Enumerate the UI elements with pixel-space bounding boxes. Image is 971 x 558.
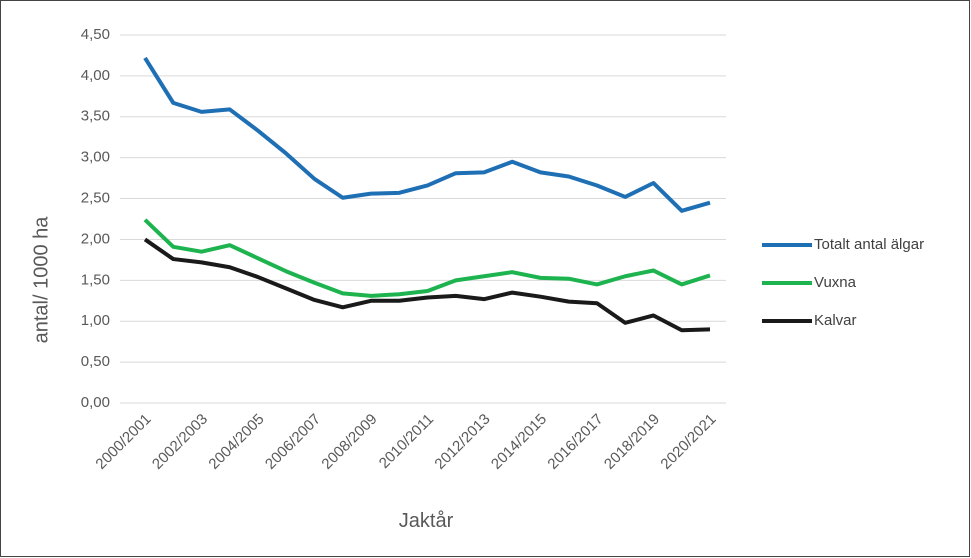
y-tick-label: 1,00: [81, 312, 110, 329]
data-line: [143, 218, 711, 298]
y-tick-label: 4,50: [81, 26, 110, 43]
legend-label: Kalvar: [814, 312, 857, 329]
legend-label: Totalt antal älgar: [814, 236, 924, 253]
y-tick-label: 2,00: [81, 230, 110, 247]
y-tick-label: 3,50: [81, 108, 110, 125]
y-tick-label: 1,50: [81, 271, 110, 288]
legend-label: Vuxna: [814, 274, 857, 291]
data-line: [143, 56, 711, 213]
y-tick-label: 3,00: [81, 149, 110, 166]
y-tick-label: 0,00: [81, 394, 110, 411]
y-axis-title: antal/ 1000 ha: [30, 216, 52, 344]
data-line: [143, 237, 711, 333]
y-tick-label: 2,50: [81, 190, 110, 207]
x-axis-title: Jaktår: [399, 510, 454, 532]
y-tick-label: 0,50: [81, 353, 110, 370]
y-tick-label: 4,00: [81, 67, 110, 84]
